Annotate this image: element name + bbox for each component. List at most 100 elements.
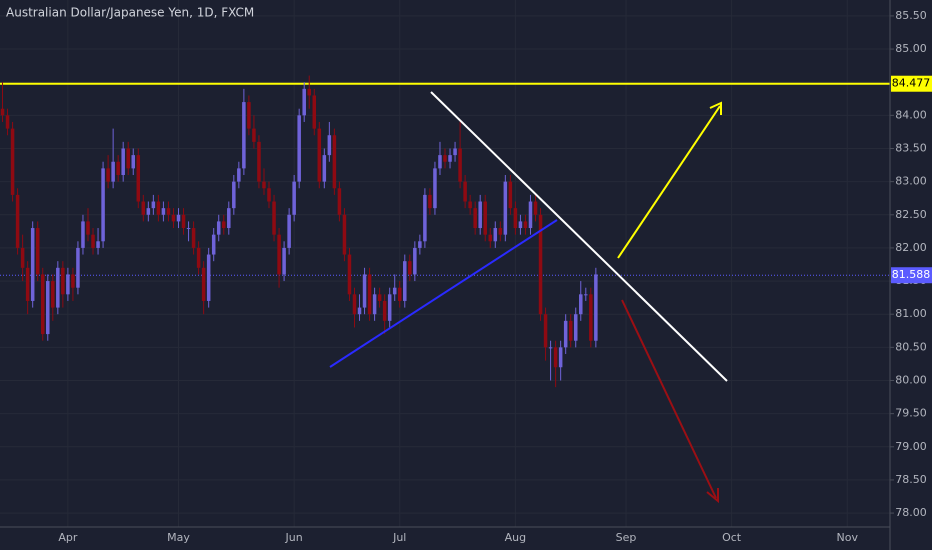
- candle-body: [146, 208, 151, 215]
- candle-body: [337, 188, 342, 215]
- candle-body: [352, 294, 357, 315]
- candle-body: [367, 274, 372, 315]
- candle-body: [156, 201, 161, 215]
- y-tick-label: 81.00: [895, 307, 927, 320]
- candle-body: [377, 294, 382, 301]
- candle-body: [181, 214, 186, 229]
- candle-body: [387, 294, 392, 321]
- candle-body: [25, 267, 30, 301]
- y-tick-label: 83.00: [895, 175, 927, 188]
- candle-body: [247, 102, 251, 129]
- candle-body: [533, 201, 538, 215]
- candle-body: [498, 228, 503, 235]
- x-tick-label: Jun: [285, 531, 303, 544]
- candle-body: [342, 214, 347, 255]
- candle-body: [86, 221, 90, 235]
- candle-body: [40, 274, 45, 335]
- candle-body: [272, 201, 276, 235]
- candle-body: [131, 155, 136, 169]
- candle-body: [242, 102, 246, 169]
- arrow: [621, 299, 717, 499]
- candle-body: [473, 208, 477, 229]
- candle-body: [589, 294, 593, 341]
- y-tick-label: 80.50: [895, 340, 927, 353]
- candle-body: [488, 234, 493, 242]
- x-tick-label: May: [167, 531, 190, 544]
- candle-body: [216, 221, 221, 235]
- price-label: 81.588: [892, 268, 931, 281]
- candle-body: [312, 95, 317, 129]
- y-tick-label: 78.50: [895, 473, 927, 486]
- candle-body: [196, 247, 201, 268]
- x-tick-label: Oct: [722, 531, 742, 544]
- arrow-head: [709, 101, 722, 115]
- candle-body: [573, 314, 578, 341]
- price-label: 84.477: [892, 77, 931, 90]
- candle-body: [518, 221, 523, 229]
- candle-body: [302, 88, 306, 116]
- candle-body: [0, 108, 5, 116]
- candle-body: [568, 320, 573, 341]
- trend-line: [329, 219, 558, 368]
- candle-body: [558, 347, 563, 368]
- y-tick-label: 80.00: [895, 374, 927, 387]
- candle-body: [357, 307, 362, 315]
- candle-body: [382, 300, 387, 321]
- candle-body: [579, 294, 583, 315]
- candle-body: [20, 247, 25, 268]
- trend-line: [430, 91, 728, 382]
- y-tick-label: 84.00: [895, 108, 927, 121]
- y-tick-label: 79.50: [895, 407, 927, 420]
- candle-body: [287, 214, 291, 248]
- candle-body: [30, 228, 35, 301]
- candle-body: [35, 228, 40, 275]
- candle-body: [267, 188, 271, 202]
- candle-body: [151, 201, 156, 209]
- candle-body: [322, 155, 327, 182]
- candle-body: [413, 247, 417, 275]
- candle-body: [186, 228, 191, 230]
- candle-body: [237, 168, 241, 182]
- x-tick-label: Aug: [505, 531, 526, 544]
- candle-body: [468, 201, 472, 209]
- candle-body: [201, 267, 206, 301]
- candle-body: [111, 161, 115, 182]
- x-tick-label: Jul: [392, 531, 406, 544]
- candle-body: [523, 221, 528, 229]
- candle-body: [282, 247, 286, 275]
- arrow-head: [706, 488, 719, 504]
- candle-body: [553, 347, 558, 368]
- candle-body: [317, 128, 322, 182]
- candle-body: [327, 135, 332, 156]
- candles: [0, 75, 598, 388]
- grid: [0, 0, 890, 527]
- candle-body: [563, 320, 568, 348]
- candle-body: [51, 281, 55, 308]
- chart-title: Australian Dollar/Japanese Yen, 1D, FXCM: [6, 6, 254, 20]
- candle-body: [166, 208, 171, 215]
- candle-body: [141, 201, 146, 215]
- candle-body: [403, 261, 407, 301]
- candle-body: [433, 168, 437, 209]
- candle-body: [66, 274, 70, 295]
- candle-body: [423, 194, 427, 242]
- x-tick-label: Sep: [616, 531, 637, 544]
- candle-body: [232, 181, 236, 209]
- candle-body: [493, 228, 498, 242]
- candle-body: [594, 274, 598, 341]
- y-tick-label: 82.00: [895, 241, 927, 254]
- candle-body: [548, 347, 553, 349]
- candle-body: [528, 201, 533, 229]
- candle-body: [443, 155, 447, 162]
- candle-body: [347, 254, 352, 295]
- candle-body: [277, 234, 281, 275]
- candle-body: [221, 221, 226, 229]
- candle-body: [10, 128, 15, 195]
- candle-body: [211, 234, 216, 255]
- candle-body: [81, 221, 85, 248]
- y-tick-label: 85.00: [895, 42, 927, 55]
- candle-body: [171, 214, 176, 222]
- candle-body: [61, 267, 65, 295]
- price-label-box: [891, 267, 932, 284]
